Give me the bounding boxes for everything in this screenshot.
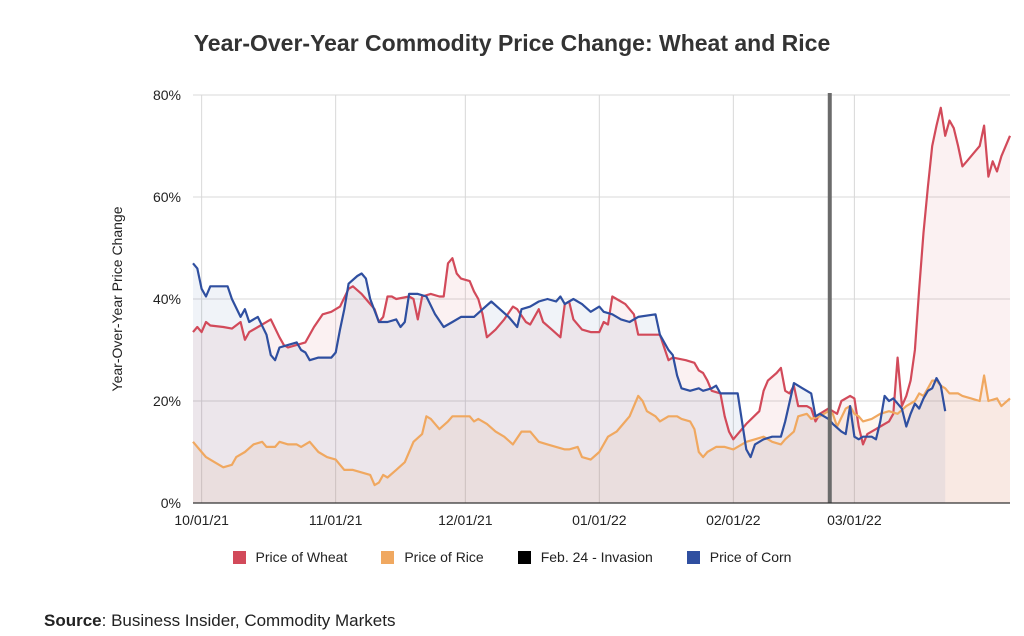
series-line — [192, 262, 947, 459]
series-line — [192, 374, 1011, 487]
x-tick-label: 11/01/21 — [309, 512, 363, 528]
series-area — [193, 107, 1010, 504]
series-lines — [192, 106, 1012, 487]
legend-item: Feb. 24 - Invasion — [517, 549, 653, 565]
legend-label: Price of Wheat — [255, 549, 348, 565]
axes: 0% 20% 40% 60% 80% 10/01/21 11/01/21 12/01/21 01… — [109, 87, 1010, 528]
series-area — [193, 375, 1010, 503]
legend-swatch — [686, 550, 700, 564]
y-tick-label: 0% — [161, 495, 181, 511]
series-areas — [193, 107, 1010, 504]
y-tick-label: 40% — [153, 291, 181, 307]
x-tick-label: 03/01/22 — [827, 512, 882, 528]
legend-label: Feb. 24 - Invasion — [540, 549, 653, 565]
x-tick-label: 10/01/21 — [174, 512, 229, 528]
source-text: : Business Insider, Commodity Markets — [101, 611, 396, 630]
y-axis-label: Year-Over-Year Price Change — [109, 206, 125, 391]
legend-label: Price of Rice — [404, 549, 484, 565]
y-tick-label: 60% — [153, 189, 181, 205]
x-tick-label: 12/01/21 — [438, 512, 493, 528]
legend-item: Price of Wheat — [232, 549, 348, 565]
y-tick-label: 80% — [153, 87, 181, 103]
legend-label: Price of Corn — [709, 549, 792, 565]
y-tick-label: 20% — [153, 393, 181, 409]
chart-title: Year-Over-Year Commodity Price Change: W… — [193, 30, 831, 56]
series-line — [192, 106, 1012, 446]
line-chart: 0% 20% 40% 60% 80% 10/01/21 11/01/21 12/01/21 01… — [109, 87, 1012, 528]
legend-swatch — [232, 550, 246, 564]
source-note: Source: Business Insider, Commodity Mark… — [44, 611, 395, 631]
series-area — [193, 263, 946, 503]
legend-swatch — [517, 550, 531, 564]
legend-item: Price of Corn — [686, 549, 792, 565]
x-tick-label: 02/01/22 — [706, 512, 761, 528]
legend-swatch — [381, 550, 395, 564]
x-tick-label: 01/01/22 — [572, 512, 627, 528]
source-label: Source — [44, 611, 102, 630]
legend: Price of Wheat Price of Rice Feb. 24 - Inv… — [0, 549, 1024, 565]
legend-item: Price of Rice — [381, 549, 484, 565]
